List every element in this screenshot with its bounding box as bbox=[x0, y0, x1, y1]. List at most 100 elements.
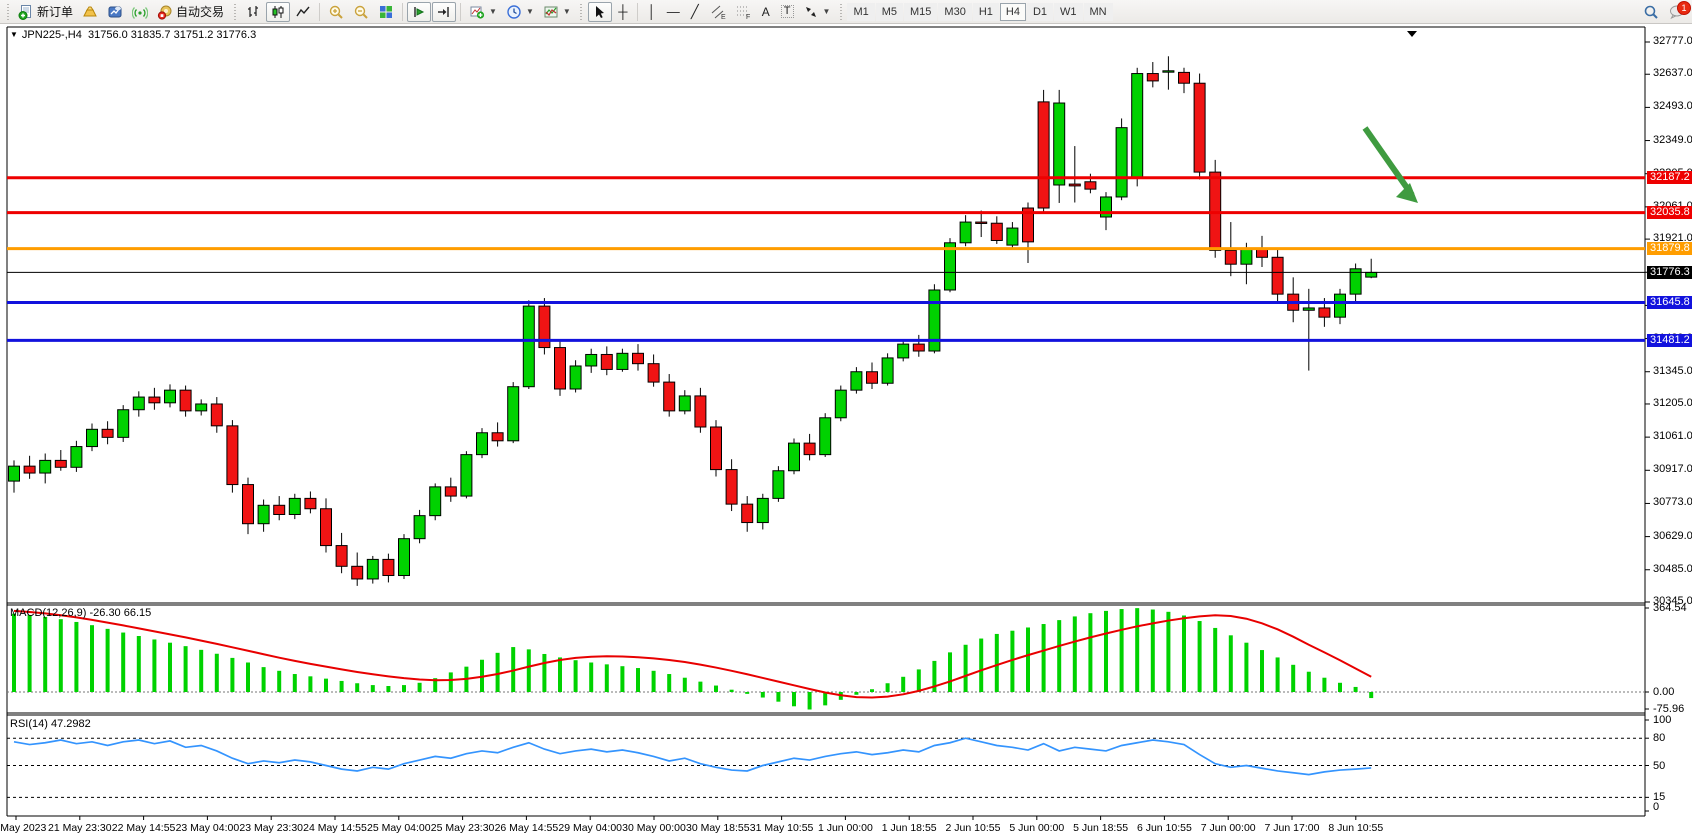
templates-icon bbox=[544, 6, 558, 17]
auto-scroll-button[interactable] bbox=[407, 1, 432, 22]
candle bbox=[616, 352, 629, 370]
chart-area[interactable]: ▼ JPN225-,H4 31756.0 31835.7 31751.2 3177… bbox=[0, 25, 1692, 840]
text-label-button[interactable]: T bbox=[777, 2, 798, 22]
candle bbox=[491, 432, 504, 442]
candle bbox=[772, 470, 785, 499]
bar-chart-button[interactable] bbox=[241, 2, 265, 22]
candle bbox=[179, 389, 192, 412]
timeframe-mn[interactable]: MN bbox=[1083, 2, 1113, 21]
macd-histogram-bar bbox=[1057, 620, 1062, 692]
chart-canvas[interactable] bbox=[0, 25, 1692, 840]
dropdown-caret-icon: ▼ bbox=[822, 7, 831, 16]
text-icon: A bbox=[761, 4, 770, 19]
macd-histogram-bar bbox=[1322, 677, 1327, 692]
templates-button[interactable]: ▼ bbox=[539, 2, 575, 22]
macd-signal-line bbox=[13, 609, 1372, 699]
trend-arrow-shaft bbox=[1362, 126, 1415, 197]
vertical-line-button[interactable]: │ bbox=[642, 2, 662, 22]
macd-histogram-bar bbox=[792, 692, 796, 707]
cursor-button[interactable] bbox=[587, 1, 612, 22]
candle bbox=[834, 389, 847, 419]
dropdown-caret-icon: ▼ bbox=[525, 7, 534, 16]
channel-icon: E bbox=[711, 5, 726, 20]
chart-shift-button[interactable] bbox=[432, 1, 457, 22]
macd-histogram-bar bbox=[542, 653, 547, 692]
candle bbox=[1240, 247, 1253, 265]
search-button[interactable] bbox=[1639, 2, 1663, 22]
candle bbox=[850, 371, 863, 391]
market-watch-button[interactable] bbox=[78, 2, 102, 22]
periods-button[interactable]: ▼ bbox=[502, 2, 538, 22]
timeframe-d1[interactable]: D1 bbox=[1026, 2, 1054, 21]
candlestick-chart-button[interactable] bbox=[266, 1, 291, 22]
fibonacci-button[interactable]: F bbox=[731, 2, 755, 22]
timeframe-m5[interactable]: M5 bbox=[875, 2, 904, 21]
candle bbox=[70, 446, 83, 468]
candle bbox=[585, 353, 598, 367]
timeframe-m1[interactable]: M1 bbox=[847, 2, 875, 21]
macd-histogram-bar bbox=[994, 633, 999, 692]
toolbar-grip bbox=[232, 3, 238, 20]
macd-histogram-bar bbox=[136, 636, 141, 692]
candle bbox=[23, 465, 36, 474]
macd-histogram-bar bbox=[1306, 671, 1311, 692]
macd-histogram-bar bbox=[667, 674, 672, 692]
text-button[interactable]: A bbox=[756, 2, 776, 22]
candle bbox=[1006, 227, 1019, 246]
timeframe-m15[interactable]: M15 bbox=[904, 2, 938, 21]
macd-histogram-bar bbox=[558, 657, 562, 692]
candle bbox=[1068, 183, 1081, 187]
candle bbox=[398, 538, 410, 577]
zoom-in-button[interactable] bbox=[324, 2, 348, 22]
timeframe-m30[interactable]: M30 bbox=[938, 2, 972, 21]
timeframe-bar: M1 M5 M15 M30 H1 H4 D1 W1 MN bbox=[847, 2, 1113, 21]
macd-histogram-bar bbox=[12, 613, 16, 692]
candle bbox=[975, 221, 988, 224]
line-chart-button[interactable] bbox=[291, 2, 315, 22]
macd-histogram-bar bbox=[339, 680, 344, 692]
indicators-icon bbox=[470, 6, 485, 19]
candle bbox=[273, 504, 286, 515]
macd-histogram-bar bbox=[448, 672, 453, 692]
candle bbox=[522, 305, 535, 388]
macd-histogram-bar bbox=[760, 692, 765, 698]
macd-histogram-bar bbox=[402, 685, 406, 692]
macd-histogram-bar bbox=[1197, 621, 1202, 692]
arrows-icon bbox=[805, 6, 816, 17]
timeframe-h1[interactable]: H1 bbox=[972, 2, 999, 21]
candle bbox=[710, 426, 722, 471]
candle bbox=[1271, 256, 1284, 295]
candle bbox=[1365, 271, 1378, 278]
arrows-button[interactable]: ▼ bbox=[799, 2, 835, 22]
macd-histogram-bar bbox=[1275, 657, 1280, 692]
macd-histogram-bar bbox=[1291, 664, 1296, 692]
macd-histogram-bar bbox=[417, 682, 422, 692]
zoom-out-button[interactable] bbox=[349, 2, 373, 22]
indicators-button[interactable]: ▼ bbox=[465, 2, 501, 22]
macd-histogram-bar bbox=[1213, 627, 1218, 692]
channel-button[interactable]: E bbox=[706, 2, 730, 22]
tile-windows-button[interactable] bbox=[374, 2, 398, 22]
timeframe-w1[interactable]: W1 bbox=[1054, 2, 1083, 21]
new-order-button[interactable]: 新订单 bbox=[14, 2, 77, 22]
candle bbox=[1022, 207, 1034, 243]
macd-histogram-bar bbox=[1104, 610, 1108, 692]
svg-text:F: F bbox=[746, 14, 750, 20]
text-label-icon: T bbox=[780, 5, 794, 18]
toolbar-separator bbox=[636, 2, 638, 21]
macd-histogram-bar bbox=[152, 639, 157, 692]
crosshair-button[interactable]: ┼ bbox=[613, 2, 633, 22]
candle bbox=[210, 403, 223, 427]
candle bbox=[756, 497, 769, 524]
candle bbox=[944, 242, 956, 291]
horizontal-line-button[interactable]: — bbox=[663, 2, 684, 22]
notifications-button[interactable]: 1 bbox=[1664, 0, 1691, 22]
signal-button[interactable] bbox=[128, 2, 152, 22]
macd-histogram-bar bbox=[589, 662, 594, 692]
toolbar-grip bbox=[5, 3, 10, 20]
trendline-button[interactable]: ╱ bbox=[685, 2, 705, 22]
candle bbox=[1224, 249, 1237, 265]
timeframe-h4[interactable]: H4 bbox=[999, 2, 1026, 21]
chart-window-button[interactable] bbox=[103, 2, 127, 22]
autotrading-button[interactable]: 自动交易 bbox=[153, 2, 228, 22]
